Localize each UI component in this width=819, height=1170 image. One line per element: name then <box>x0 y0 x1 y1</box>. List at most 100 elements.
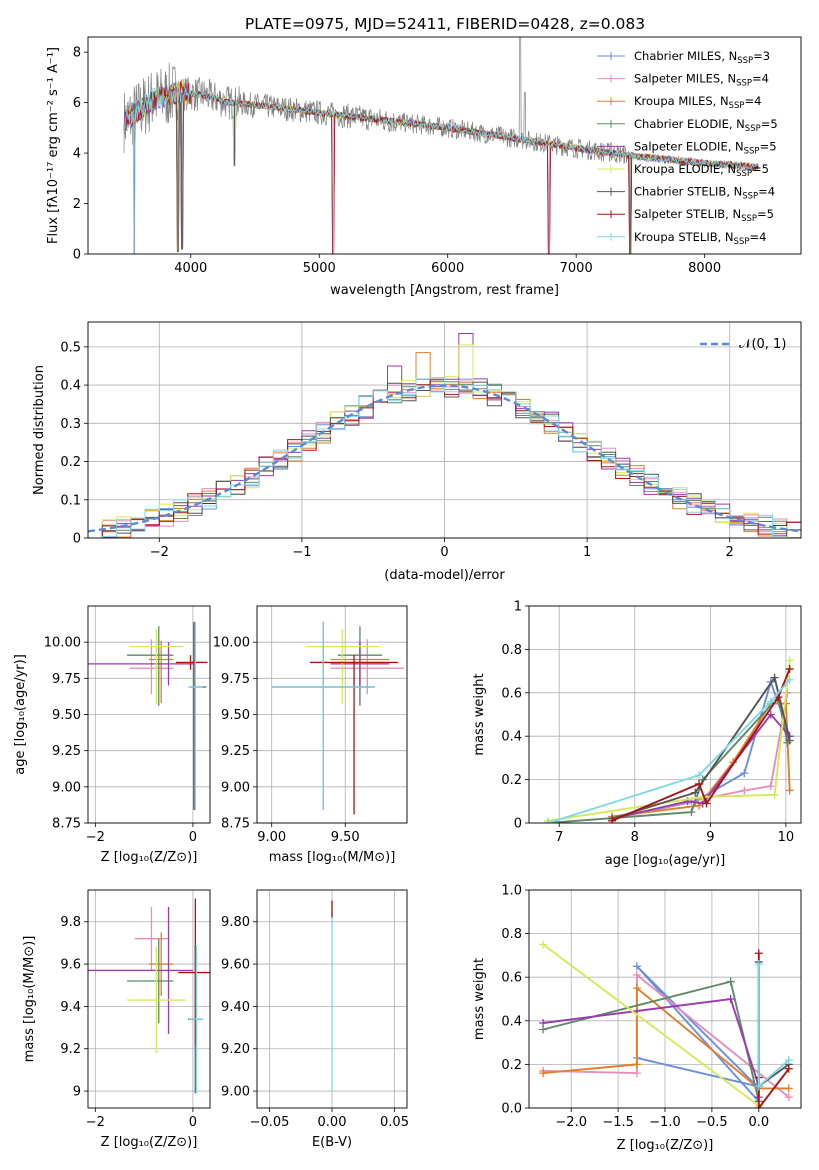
y-tick-label: 0.3 <box>60 417 81 432</box>
y-tick-label: 0.6 <box>501 971 522 986</box>
series-line <box>611 675 791 820</box>
y-tick-label: 0.5 <box>60 340 81 355</box>
data-point-marker <box>766 697 775 706</box>
y-tick-label: 8.75 <box>221 817 250 832</box>
x-tick-label: 1 <box>583 545 591 560</box>
model-spectrum-kroupa-stelib <box>123 81 759 254</box>
y-tick-label: 9.50 <box>52 708 81 723</box>
legend-label: Kroupa MILES, NSSP=4 <box>634 94 761 111</box>
y-tick-label: 9.2 <box>60 1042 81 1057</box>
y-tick-label: 4 <box>73 147 81 162</box>
x-tick-label: 0.0 <box>748 1115 769 1130</box>
axes-frame <box>256 605 408 824</box>
y-tick-label: 9.00 <box>52 780 81 795</box>
figure-title: PLATE=0975, MJD=52411, FIBERID=0428, z=0… <box>245 15 645 33</box>
series-kroupa-stelib <box>543 675 794 823</box>
x-tick-label: 10 <box>778 830 795 845</box>
data-point-marker <box>632 962 641 971</box>
data-point-marker <box>766 710 775 719</box>
data-point-marker <box>632 971 641 980</box>
data-point-marker <box>766 782 775 791</box>
axes-frame <box>528 889 802 1109</box>
data-point-marker <box>754 1082 763 1091</box>
x-tick-label: 0.05 <box>380 1115 409 1130</box>
data-point-marker <box>754 960 763 969</box>
series-line <box>611 702 791 818</box>
x-axis-label: mass [log₁₀(M/M⊙)] <box>269 850 396 865</box>
legend-label-normal: 𝒩(0, 1) <box>739 337 786 352</box>
y-tick-label: 0.6 <box>501 686 522 701</box>
legend-label: Kroupa ELODIE, NSSP=5 <box>634 162 769 179</box>
x-tick-label: 7000 <box>560 261 593 276</box>
chart-weight-vs-age: 7 8 9 10 0 0.2 0.4 0.6 0.8 1 age [log₁₀(age/yr)] ma… <box>472 600 802 868</box>
errorbar-kroupa-stelib <box>271 621 375 810</box>
y-tick-label: 0.8 <box>501 927 522 942</box>
data-point-marker <box>754 1104 763 1108</box>
y-tick-label: 0.4 <box>501 1014 522 1029</box>
y-tick-label: 8 <box>73 46 81 61</box>
series-line <box>547 695 789 823</box>
legend-item-chabrier-stelib: Chabrier STELIB, NSSP=4 <box>597 185 775 202</box>
y-tick-label: 0.1 <box>60 493 81 508</box>
data-point-marker <box>608 816 617 823</box>
x-axis-label: Z [log₁₀(Z/Z⊙)] <box>101 850 198 865</box>
axes-frame <box>87 889 211 1109</box>
data-point-marker <box>539 1069 548 1078</box>
legend-label: Chabrier STELIB, NSSP=4 <box>634 185 775 202</box>
y-tick-label: 0 <box>73 532 81 547</box>
x-axis-label: E(B-V) <box>312 1135 352 1150</box>
y-tick-label: 9.00 <box>221 780 250 795</box>
y-tick-label: 0.4 <box>60 379 81 394</box>
x-tick-label: 6000 <box>431 261 464 276</box>
data-point-marker <box>632 984 641 993</box>
chart-age-vs-Z: −2 0 8.75 9.00 9.25 9.50 9.75 10.00 Z [log₁₀(Z/Z… <box>13 605 211 865</box>
y-tick-label: 9.40 <box>221 1000 250 1015</box>
x-axis-label: Z [log₁₀(Z/Z⊙)] <box>101 1135 198 1150</box>
plot-area <box>271 621 405 815</box>
errorbar-salpeter-stelib <box>175 655 208 670</box>
x-tick-label: 9.50 <box>331 830 360 845</box>
data-point-marker <box>784 1093 793 1102</box>
data-point-marker <box>726 995 735 1003</box>
series-line <box>636 965 760 1103</box>
data-point-marker <box>632 1060 641 1069</box>
errorbar-kroupa-stelib <box>188 621 203 810</box>
data-point-marker <box>740 786 749 795</box>
x-tick-label: −0.05 <box>250 1115 290 1130</box>
series-line <box>542 943 760 1107</box>
errorbar-kroupa-elodie <box>127 947 186 1053</box>
x-axis-label: (data-model)/error <box>384 568 505 583</box>
x-axis-label: Z [log₁₀(Z/Z⊙)] <box>617 1138 714 1153</box>
y-axis-label: Flux [fλ10⁻¹⁷ erg cm⁻² s⁻¹ A⁻¹] <box>46 47 61 244</box>
y-tick-label: 0.4 <box>501 730 522 745</box>
data-point-marker <box>784 1064 793 1073</box>
axes-frame <box>87 36 802 255</box>
y-tick-label: 9.4 <box>60 1000 81 1015</box>
y-tick-label: 9.60 <box>221 958 250 973</box>
y-tick-label: 10.00 <box>44 636 81 651</box>
chart-age-vs-mass: 9.00 9.50 8.75 9.00 9.25 9.50 9.75 10.00 mass [l… <box>213 605 408 865</box>
series-chabrier-miles <box>608 677 794 823</box>
series-line <box>547 679 791 823</box>
series-chabrier-elodie <box>539 977 763 1106</box>
y-tick-label: 2 <box>73 197 81 212</box>
y-tick-label: 8.75 <box>52 817 81 832</box>
errorbar-salpeter-stelib <box>309 655 399 815</box>
data-point-marker <box>726 977 735 986</box>
y-axis-label: mass weight <box>472 673 487 755</box>
plot-area <box>123 37 759 254</box>
x-tick-label: 0 <box>440 545 448 560</box>
errorbar-kroupa-elodie <box>305 629 380 705</box>
data-point-marker <box>632 1069 641 1078</box>
y-tick-label: 9.75 <box>221 672 250 687</box>
data-point-marker <box>539 1018 548 1027</box>
errorbar-chabrier-stelib <box>189 621 207 810</box>
series-line <box>547 660 791 822</box>
y-tick-label: 9 <box>73 1085 81 1100</box>
x-tick-label: −1 <box>292 545 311 560</box>
chart-mass-vs-Z: −2 0 9 9.2 9.4 9.6 9.8 Z [log₁₀(Z/Z⊙)] mass [log… <box>22 889 211 1150</box>
x-tick-label: 7 <box>555 830 563 845</box>
data-point-marker <box>784 1084 793 1093</box>
chart-mass-vs-ebv: −0.05 0.00 0.05 9.00 9.20 9.40 9.60 9.80 E(B-V) <box>221 889 409 1150</box>
